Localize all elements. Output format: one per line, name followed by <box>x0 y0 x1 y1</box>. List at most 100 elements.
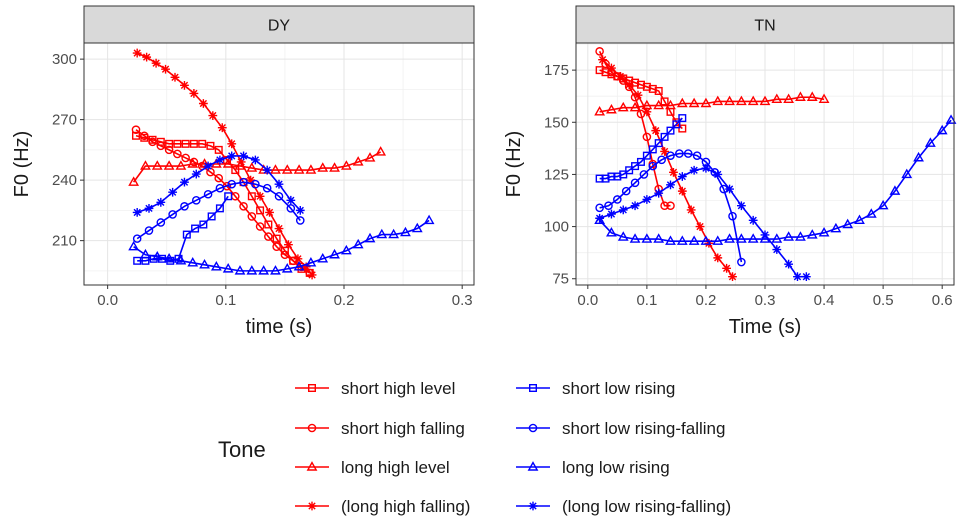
data-point-short-low-rising-falling <box>295 216 305 225</box>
data-point-short-high-level <box>272 234 281 243</box>
data-point-short-low-rising-falling <box>648 161 658 171</box>
data-point-long-high-level <box>629 101 641 112</box>
legend-item-short-low-rising: short low rising <box>516 379 675 398</box>
data-point-long-low-rising <box>352 238 364 249</box>
data-point-long-high-level <box>818 93 830 104</box>
data-point-short-low-rising-falling <box>286 204 296 213</box>
data-point-long-high-falling <box>274 224 284 233</box>
data-point-long-high-level <box>270 164 281 174</box>
data-point-long-high-falling <box>180 80 189 90</box>
data-point-short-low-rising <box>215 204 224 213</box>
data-point-long-low-rising-falling <box>760 230 770 240</box>
x-tick-label: 0.0 <box>97 292 118 309</box>
data-point-long-low-rising <box>305 256 317 267</box>
data-point-short-low-rising <box>666 126 675 135</box>
data-point-long-high-level <box>187 158 199 168</box>
data-point-long-low-rising <box>187 256 199 267</box>
data-point-long-high-falling <box>633 90 643 100</box>
data-point-long-low-rising <box>606 227 617 237</box>
legend-item-short-high-level: short high level <box>295 379 455 398</box>
data-point-long-low-rising-falling <box>274 179 284 189</box>
data-point-short-low-rising-falling <box>728 211 737 221</box>
data-point-long-high-falling <box>227 139 237 149</box>
data-point-long-high-falling <box>142 52 152 62</box>
data-point-short-low-rising-falling <box>191 195 201 205</box>
data-point-long-low-rising-falling <box>801 272 811 282</box>
data-point-long-low-rising <box>945 114 957 124</box>
data-point-long-high-falling <box>246 175 256 185</box>
data-point-long-high-level <box>281 164 293 174</box>
data-point-short-low-rising-falling <box>613 195 622 204</box>
data-point-long-high-level <box>724 95 735 106</box>
y-tick-label: 75 <box>552 271 569 288</box>
y-axis-title-tn: F0 (Hz) <box>503 131 525 198</box>
legend-key-square-icon <box>308 384 317 393</box>
data-point-long-low-rising <box>830 222 842 233</box>
data-point-short-low-rising-falling <box>657 155 666 165</box>
x-tick-label: 0.3 <box>452 292 473 309</box>
data-point-long-low-rising-falling <box>250 155 260 165</box>
data-point-long-low-rising <box>222 263 234 273</box>
y-tick-label: 270 <box>52 112 77 129</box>
legend-item-label: long low rising <box>562 458 670 477</box>
data-point-long-low-rising <box>281 263 293 273</box>
data-point-long-high-level <box>364 152 376 162</box>
data-point-short-high-level <box>214 145 223 154</box>
data-point-short-high-falling <box>264 232 273 241</box>
legend-key-triangle-icon <box>306 461 318 471</box>
legend-item-label: short high falling <box>341 419 465 438</box>
data-point-short-high-level <box>198 139 207 148</box>
data-point-long-low-rising-falling <box>677 172 687 181</box>
data-point-short-low-rising-falling <box>595 203 604 213</box>
data-point-long-low-rising <box>665 235 676 245</box>
data-point-long-low-rising <box>712 235 724 245</box>
data-point-short-high-falling <box>139 131 149 141</box>
data-point-short-low-rising-falling <box>168 210 177 219</box>
data-point-long-low-rising <box>411 222 423 233</box>
data-point-long-high-falling <box>151 58 161 68</box>
data-point-short-high-falling <box>164 145 174 155</box>
data-point-long-low-rising <box>163 252 175 263</box>
series-line-short-low-rising <box>137 195 229 262</box>
data-point-long-high-falling <box>660 147 669 156</box>
series-long-high-level <box>594 91 830 116</box>
legend-item-long-high-level: long high level <box>295 458 450 477</box>
data-point-long-low-rising <box>246 265 258 275</box>
legend-key-square-icon <box>529 384 538 393</box>
y-axis-title-dy: F0 (Hz) <box>11 131 33 198</box>
data-point-short-high-falling <box>131 125 141 135</box>
legend-item-short-low-rising-falling: short low rising-falling <box>516 419 725 438</box>
data-point-short-high-level <box>131 131 140 140</box>
data-point-short-low-rising <box>642 151 651 160</box>
data-point-long-high-falling <box>713 253 723 263</box>
data-point-long-low-rising <box>234 265 246 275</box>
data-point-long-high-falling <box>301 262 311 272</box>
y-tick-label: 100 <box>544 219 569 236</box>
data-point-short-low-rising-falling <box>227 179 237 189</box>
data-point-short-low-rising <box>672 120 681 129</box>
data-point-long-low-rising-falling <box>607 209 616 219</box>
data-point-long-high-falling <box>293 254 303 264</box>
data-point-short-low-rising-falling <box>180 202 189 211</box>
data-point-short-high-falling <box>660 201 669 211</box>
data-point-short-high-level <box>206 141 215 150</box>
data-point-short-low-rising <box>625 166 634 175</box>
data-point-short-low-rising-falling <box>666 151 675 160</box>
data-point-long-low-rising <box>724 233 735 243</box>
data-point-short-low-rising <box>660 132 669 141</box>
series-line-long-high-falling <box>602 59 734 278</box>
data-point-long-low-rising <box>771 233 783 243</box>
legend-item-label: short low rising <box>562 379 675 398</box>
data-point-short-low-rising-falling <box>621 186 631 196</box>
legend-key-circle-icon <box>307 423 317 433</box>
x-tick-label: 0.4 <box>814 292 835 309</box>
data-point-long-high-falling <box>161 64 170 74</box>
data-point-long-low-rising <box>258 265 270 275</box>
panel-strip-tn <box>575 5 955 44</box>
data-point-short-high-falling <box>642 132 652 142</box>
legend-item-label: short high level <box>341 379 455 398</box>
data-point-short-high-level <box>256 206 265 215</box>
data-point-long-high-level <box>783 93 795 104</box>
y-tick-label: 175 <box>544 62 569 79</box>
series-line-long-high-level <box>132 151 382 183</box>
